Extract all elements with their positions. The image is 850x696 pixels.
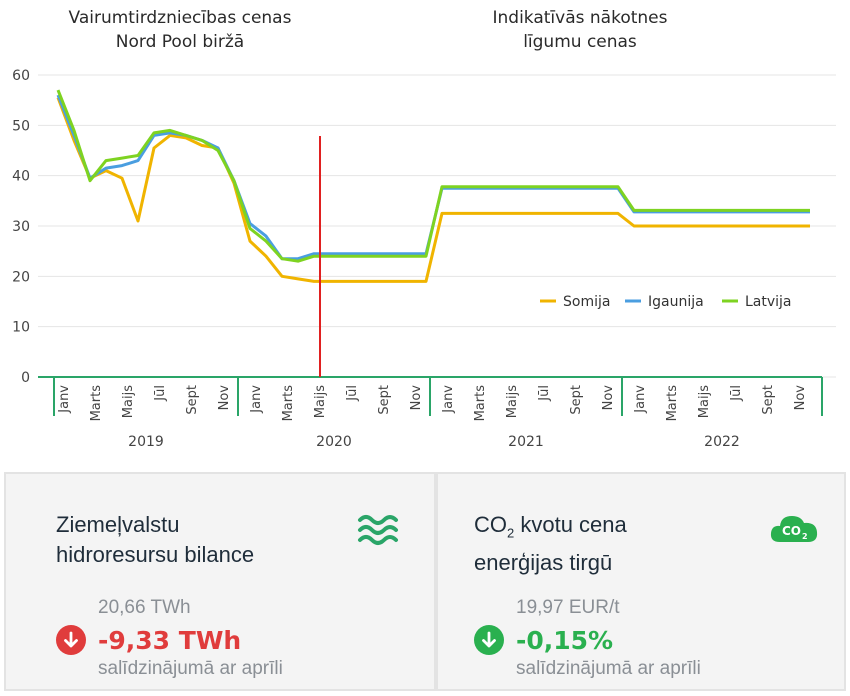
hydro-change-row: -9,33 TWh [56, 625, 241, 655]
hydro-change-value: -9,33 TWh [98, 625, 242, 655]
co2-title-rest: kvotu cena [514, 512, 627, 537]
co2-title-line2: enerģijas tirgū [474, 550, 613, 576]
panel-title-futures-line2: līgumu cenas [523, 32, 637, 52]
hydro-title-line1: Ziemeļvalstu [56, 512, 180, 537]
co2-prev-value: 19,97 EUR/t [516, 597, 620, 618]
arrow-down-icon [474, 625, 504, 655]
y-tick-label: 30 [12, 219, 30, 235]
x-tick-label: Sept [185, 385, 200, 415]
co2-title-co: CO [474, 512, 507, 537]
x-tick-label: Jūl [537, 385, 552, 402]
x-tick-label: Sept [377, 385, 392, 415]
price-chart: Vairumtirdzniecības cenas Nord Pool birž… [12, 6, 836, 450]
x-tick-label: Marts [281, 385, 296, 422]
x-tick-label: Marts [89, 385, 104, 422]
x-tick-label: Janv [57, 385, 72, 414]
hydro-prev-value: 20,66 TWh [98, 597, 191, 618]
year-label: 2021 [508, 434, 544, 450]
x-tick-label: Jūl [153, 385, 168, 402]
co2-compare-text: salīdzinājumā ar aprīli [516, 658, 701, 679]
x-tick-label: Jūl [345, 385, 360, 402]
x-tick-label: Sept [761, 385, 776, 415]
panel-title-spot: Vairumtirdzniecības cenas Nord Pool birž… [30, 6, 330, 54]
x-tick-label: Janv [633, 385, 648, 414]
hydro-card-title: Ziemeļvalstu hidroresursu bilance [56, 510, 254, 570]
series-line [56, 97, 810, 283]
legend-label: Latvija [745, 294, 792, 310]
year-label: 2020 [316, 434, 352, 450]
hydro-title-line2: hidroresursu bilance [56, 542, 255, 567]
x-tick-label: Maijs [121, 385, 136, 418]
co2-title-line1: CO2 kvotu cena [474, 510, 627, 548]
series-line [56, 94, 810, 261]
x-tick-label: Nov [409, 385, 424, 411]
co2-icon-sub: 2 [802, 532, 808, 541]
y-tick-label: 10 [12, 320, 30, 336]
y-tick-label: 40 [12, 169, 30, 185]
year-label: 2019 [128, 434, 164, 450]
panel-title-spot-line1: Vairumtirdzniecības cenas [68, 8, 292, 28]
hydro-compare-text: salīdzinājumā ar aprīli [98, 658, 283, 679]
y-tick-label: 20 [12, 269, 30, 285]
x-tick-label: Maijs [313, 385, 328, 418]
x-tick-label: Janv [441, 385, 456, 414]
x-tick-label: Janv [249, 385, 264, 414]
y-tick-label: 0 [21, 370, 30, 386]
legend-label: Igaunija [648, 294, 704, 310]
x-tick-label: Nov [601, 385, 616, 411]
year-label: 2022 [704, 434, 740, 450]
series-line [56, 89, 810, 263]
x-tick-label: Marts [665, 385, 680, 422]
x-tick-label: Marts [473, 385, 488, 422]
x-tick-label: Nov [217, 385, 232, 411]
co2-price-card: CO2 kvotu cena enerģijas tirgū CO 2 19,9… [436, 472, 846, 691]
chart-svg: 0 10 20 30 40 50 60 Janv Marts Maijs Jūl Sept Nov 201… [12, 68, 836, 450]
co2-change-value: -0,15% [516, 625, 614, 655]
legend-label: Somija [563, 294, 610, 310]
co2-title-sub: 2 [507, 525, 515, 541]
y-tick-label: 50 [12, 118, 30, 134]
y-tick-label: 60 [12, 68, 30, 84]
x-tick-label: Maijs [505, 385, 520, 418]
x-tick-label: Sept [569, 385, 584, 415]
x-tick-label: Maijs [697, 385, 712, 418]
arrow-down-icon [56, 625, 86, 655]
waves-icon [356, 512, 400, 553]
x-tick-label: Jūl [729, 385, 744, 402]
panel-title-futures-line1: Indikatīvās nākotnes [492, 8, 668, 28]
co2-card-title: CO2 kvotu cena enerģijas tirgū [474, 510, 627, 578]
x-tick-label: Nov [793, 385, 808, 411]
panel-title-spot-line2: Nord Pool biržā [115, 32, 245, 52]
co2-cloud-icon: CO 2 [768, 512, 820, 551]
co2-change-row: -0,15% [474, 625, 613, 655]
panel-title-futures: Indikatīvās nākotnes līgumu cenas [430, 6, 730, 54]
co2-icon-text: CO [782, 524, 801, 538]
hydro-balance-card: Ziemeļvalstu hidroresursu bilance 20,66 … [4, 472, 436, 691]
